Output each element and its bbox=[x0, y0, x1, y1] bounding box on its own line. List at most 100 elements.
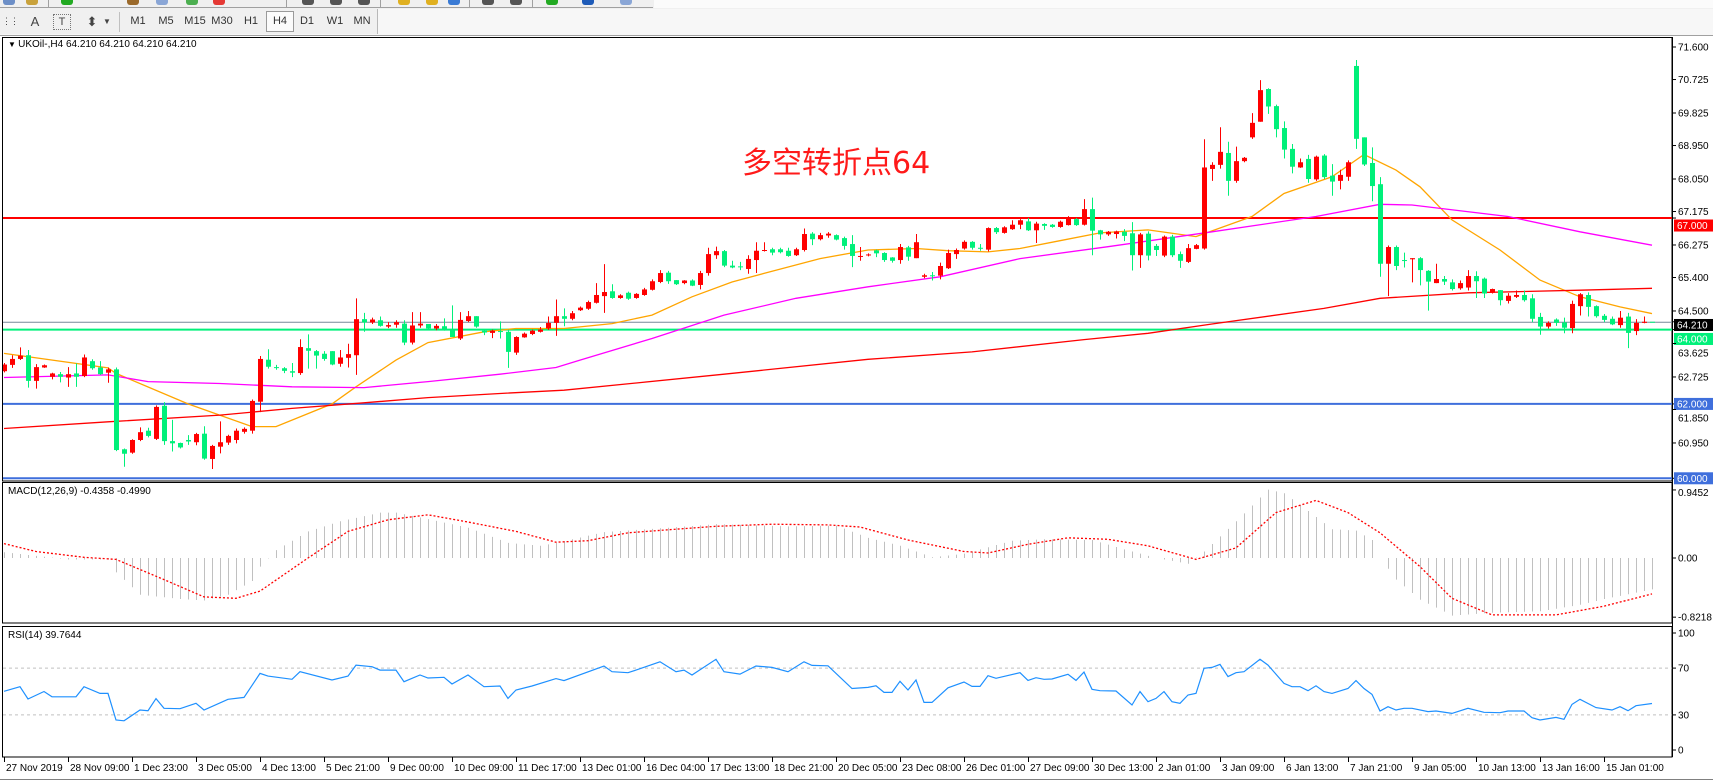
candle-body bbox=[954, 250, 959, 255]
timeframe-h4-button[interactable]: H4 bbox=[266, 11, 294, 32]
candle-body bbox=[1426, 270, 1431, 282]
text-label-tool-button[interactable]: T bbox=[53, 14, 71, 30]
timeframe-w1-button[interactable]: W1 bbox=[326, 15, 344, 27]
tile-windows-icon[interactable] bbox=[448, 0, 460, 5]
candle bbox=[738, 261, 743, 271]
candle-body bbox=[994, 228, 999, 233]
rsi-axis-label: 100 bbox=[1678, 629, 1695, 640]
candle-body bbox=[762, 250, 767, 252]
candle bbox=[546, 316, 551, 330]
candle-body bbox=[298, 347, 303, 374]
timeframe-d1-button[interactable]: D1 bbox=[299, 15, 315, 27]
terminal-icon[interactable] bbox=[156, 0, 168, 5]
autotrading-icon[interactable] bbox=[186, 0, 198, 5]
timeframe-m1-button[interactable]: M1 bbox=[130, 15, 146, 27]
chart-annotation-text[interactable]: 多空转折点64 bbox=[742, 146, 931, 181]
candle-body bbox=[1234, 161, 1239, 181]
time-axis-label: 26 Dec 01:00 bbox=[966, 763, 1026, 774]
timeframe-h1-button[interactable]: H1 bbox=[243, 15, 259, 27]
candle bbox=[1002, 226, 1007, 234]
macd-pane[interactable] bbox=[3, 489, 1653, 616]
candle-body bbox=[178, 442, 183, 448]
periods-icon[interactable] bbox=[582, 0, 594, 5]
candle bbox=[802, 228, 807, 252]
arrows-tool-button[interactable]: ⬍ bbox=[86, 14, 98, 29]
candle-body bbox=[322, 353, 327, 359]
candle bbox=[650, 279, 655, 291]
candle-body bbox=[1186, 248, 1191, 262]
expert-icon[interactable] bbox=[127, 0, 139, 5]
line-chart-icon[interactable] bbox=[358, 0, 370, 5]
time-axis-label: 13 Dec 01:00 bbox=[582, 763, 642, 774]
candle-body bbox=[90, 361, 95, 369]
time-axis-label: 9 Jan 05:00 bbox=[1414, 763, 1467, 774]
candle bbox=[978, 244, 983, 251]
candle-body bbox=[698, 273, 703, 285]
candle bbox=[1402, 252, 1407, 268]
candle bbox=[1562, 317, 1567, 334]
chevron-down-icon[interactable]: ▼ bbox=[103, 17, 111, 26]
toolbar-separator bbox=[286, 0, 287, 7]
candle bbox=[138, 427, 143, 442]
candle bbox=[1258, 80, 1263, 122]
text-tool-button[interactable]: A bbox=[30, 14, 40, 29]
candle bbox=[130, 439, 135, 454]
timeframe-m5-button[interactable]: M5 bbox=[158, 15, 174, 27]
price-axis-label: 61.850 bbox=[1678, 413, 1709, 424]
candle-body bbox=[1522, 294, 1527, 301]
candle-body bbox=[1498, 290, 1503, 301]
indicators-icon[interactable] bbox=[546, 0, 558, 5]
candle bbox=[490, 329, 495, 339]
candle-body bbox=[1418, 258, 1423, 271]
timeframe-mn-button[interactable]: MN bbox=[353, 15, 371, 27]
candle bbox=[1042, 223, 1047, 230]
timeframe-m30-button[interactable]: M30 bbox=[211, 15, 233, 27]
candle-body bbox=[754, 250, 759, 261]
main-pane[interactable] bbox=[2, 60, 1672, 480]
candle-body bbox=[1602, 315, 1607, 320]
candle-body bbox=[266, 359, 271, 367]
autoscroll-icon[interactable] bbox=[482, 0, 494, 5]
toolbar-separator bbox=[380, 0, 381, 7]
candle-body bbox=[1162, 236, 1167, 256]
timeframe-m15-button[interactable]: M15 bbox=[184, 15, 206, 27]
toolbar-empty-area bbox=[654, 0, 1713, 8]
stop-icon[interactable] bbox=[213, 0, 225, 5]
candle-body bbox=[1018, 220, 1023, 225]
templates-icon[interactable] bbox=[620, 0, 632, 5]
collapse-triangle-icon[interactable]: ▼ bbox=[8, 40, 18, 49]
zoom-out-icon[interactable] bbox=[426, 0, 438, 5]
candle-body bbox=[650, 281, 655, 290]
new-order-icon[interactable] bbox=[61, 0, 73, 5]
candle bbox=[1506, 293, 1511, 304]
chart-shift-icon[interactable] bbox=[510, 0, 522, 5]
candle-body bbox=[794, 249, 799, 256]
candle-chart-icon[interactable] bbox=[330, 0, 342, 5]
candle bbox=[1146, 231, 1151, 261]
price-tag-67.000-bg bbox=[1674, 219, 1713, 232]
chart-title: ▼ UKOil-,H4 64.210 64.210 64.210 64.210 bbox=[8, 39, 197, 50]
zoom-in-icon[interactable] bbox=[398, 0, 410, 5]
time-axis-label: 7 Jan 21:00 bbox=[1350, 763, 1403, 774]
candle-body bbox=[282, 368, 287, 371]
candle-body bbox=[498, 331, 503, 333]
candle bbox=[226, 434, 231, 445]
candle bbox=[882, 252, 887, 262]
candle bbox=[106, 367, 111, 383]
candle-body bbox=[370, 319, 375, 323]
new-chart-icon[interactable] bbox=[3, 0, 15, 5]
zoom-icon[interactable] bbox=[26, 0, 38, 5]
time-axis-label: 3 Jan 09:00 bbox=[1222, 763, 1275, 774]
candle bbox=[666, 270, 671, 284]
candle-body bbox=[386, 325, 391, 327]
candle-body bbox=[538, 329, 543, 332]
time-axis-label: 13 Jan 16:00 bbox=[1542, 763, 1600, 774]
price-tag-60.000: 60.000 bbox=[1677, 474, 1708, 485]
bar-chart-icon[interactable] bbox=[302, 0, 314, 5]
candle bbox=[458, 312, 463, 340]
candle bbox=[858, 247, 863, 261]
fibo-fan-tool-button[interactable]: ⋮⋮ bbox=[2, 16, 19, 26]
price-axis-label: 60.950 bbox=[1678, 438, 1709, 449]
rsi-pane[interactable] bbox=[3, 658, 1672, 722]
